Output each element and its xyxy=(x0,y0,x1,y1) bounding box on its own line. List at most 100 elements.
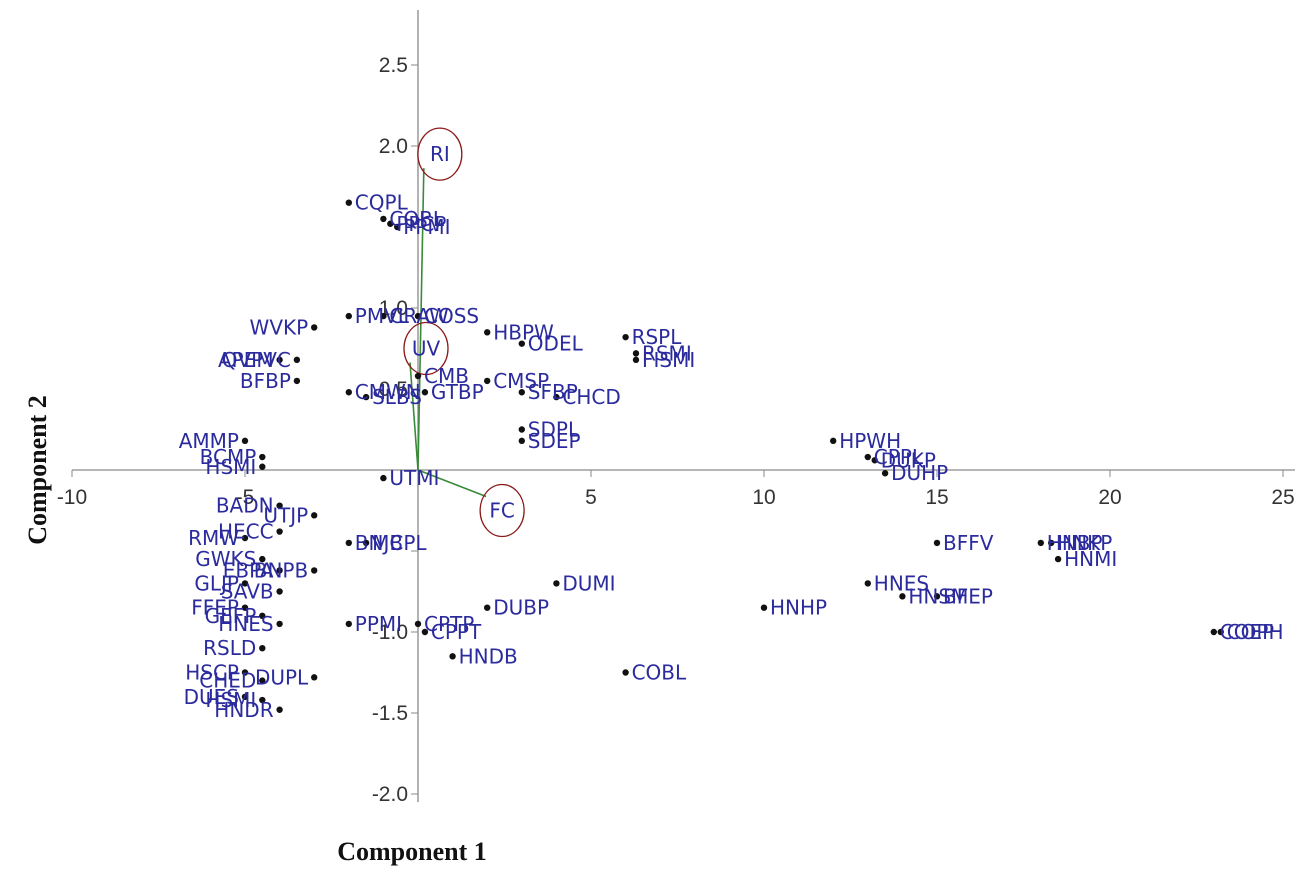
data-point xyxy=(622,669,629,676)
point-label: CHCD xyxy=(562,385,620,409)
loading-vectors: RI UV FC xyxy=(403,127,525,538)
data-point xyxy=(259,677,266,684)
point-label: HPWH xyxy=(839,429,901,453)
point-label: CMWN xyxy=(355,380,421,404)
data-point xyxy=(1217,628,1224,636)
x-tick-label: 25 xyxy=(1271,486,1294,509)
loading-label-fc: FC xyxy=(489,499,514,523)
point-label: SDPL xyxy=(528,418,580,442)
point-label: HECC xyxy=(218,520,274,544)
point-label: GLJP xyxy=(194,571,239,595)
data-point xyxy=(1054,555,1062,563)
y-tick-label: -1.5 xyxy=(372,702,408,725)
point-label: COSS xyxy=(424,304,479,328)
data-point xyxy=(293,356,301,364)
point-label: HNES xyxy=(874,571,929,595)
point-label: CMB xyxy=(424,364,469,388)
data-point xyxy=(553,393,560,401)
data-point xyxy=(414,372,422,380)
data-point xyxy=(830,437,837,445)
data-point xyxy=(362,393,370,401)
point-label: GTBP xyxy=(431,380,484,404)
data-point xyxy=(259,696,266,704)
point-label: HNDB xyxy=(459,644,518,668)
point-label: SDEP xyxy=(528,429,581,453)
data-point xyxy=(241,580,249,587)
y-tick-label: 1.0 xyxy=(379,297,408,320)
y-tick-label: 2.0 xyxy=(379,135,408,158)
data-point xyxy=(276,706,283,713)
point-label: GEFP xyxy=(205,604,257,628)
y-tick-label: 2.5 xyxy=(379,54,408,77)
data-point xyxy=(241,437,249,445)
x-axis-title: Component 1 xyxy=(337,837,487,866)
data-point xyxy=(241,534,249,542)
point-label: HNHP xyxy=(770,596,827,620)
data-point xyxy=(259,463,266,470)
loading-circle-ri xyxy=(417,127,463,181)
point-label: UTMI xyxy=(389,466,439,490)
data-point xyxy=(1037,539,1045,547)
data-point xyxy=(864,453,871,461)
point-label: AMMP xyxy=(179,429,239,453)
point-label: DUES xyxy=(184,685,239,709)
data-point xyxy=(276,620,283,628)
point-label: EBPA xyxy=(223,558,274,582)
point-label: BNPB xyxy=(254,558,308,582)
data-point xyxy=(414,312,422,320)
data-point xyxy=(380,215,387,223)
data-point xyxy=(293,377,301,385)
data-point xyxy=(899,593,906,600)
data-point xyxy=(484,377,491,385)
data-point xyxy=(421,389,429,396)
axes: -10 -5 5 10 15 20 25 -2.0 -1.5 -1.0 0.5 1.0 2.0 2.5 xyxy=(57,10,1295,806)
point-label: SAVB xyxy=(221,580,274,604)
data-point xyxy=(276,528,283,535)
point-label: COBL xyxy=(632,661,687,685)
data-point xyxy=(276,356,283,364)
point-label: BFFV xyxy=(943,531,994,555)
point-label: DUHP xyxy=(891,461,948,485)
data-point xyxy=(345,620,352,628)
point-label: PPMI xyxy=(403,215,450,239)
data-point xyxy=(276,567,283,574)
point-label: HBPW xyxy=(493,320,554,344)
point-label: UTJP xyxy=(263,503,308,527)
loading-label-ri: RI xyxy=(430,142,450,166)
x-tick-label: -5 xyxy=(236,486,255,509)
point-label: COEP xyxy=(1220,620,1274,644)
point-label: HSCP xyxy=(185,661,239,685)
data-point xyxy=(760,604,768,611)
data-point xyxy=(871,457,878,464)
data-point xyxy=(311,674,318,681)
point-label: BFBP xyxy=(240,369,291,393)
point-label: CPTP xyxy=(424,612,474,636)
point-label: CQPL xyxy=(355,191,409,215)
data-point xyxy=(387,220,394,227)
data-point xyxy=(518,426,525,433)
data-point xyxy=(259,453,266,461)
point-label: BNJB xyxy=(355,531,403,555)
x-tick-label: 5 xyxy=(585,486,597,509)
point-label: SLBS xyxy=(372,385,422,409)
point-label: PPCP xyxy=(396,212,446,236)
point-label: APEM xyxy=(218,348,274,372)
data-point xyxy=(1047,539,1055,547)
data-point xyxy=(345,539,352,547)
data-point xyxy=(380,474,387,482)
data-point xyxy=(311,324,318,331)
point-label: DUMI xyxy=(562,571,615,595)
data-point xyxy=(933,593,941,600)
data-point xyxy=(864,580,871,587)
point-label: CMSP xyxy=(493,369,549,393)
point-label: HSMI xyxy=(205,455,256,479)
point-label: HNMI xyxy=(1064,547,1117,571)
point-label: FFEP xyxy=(191,596,239,620)
data-point xyxy=(394,223,401,231)
point-label: CHED xyxy=(199,669,256,693)
x-tick-label: 15 xyxy=(925,486,948,509)
data-point xyxy=(933,539,941,547)
x-tick-label: 20 xyxy=(1098,486,1121,509)
point-label: PPMI xyxy=(355,612,402,636)
